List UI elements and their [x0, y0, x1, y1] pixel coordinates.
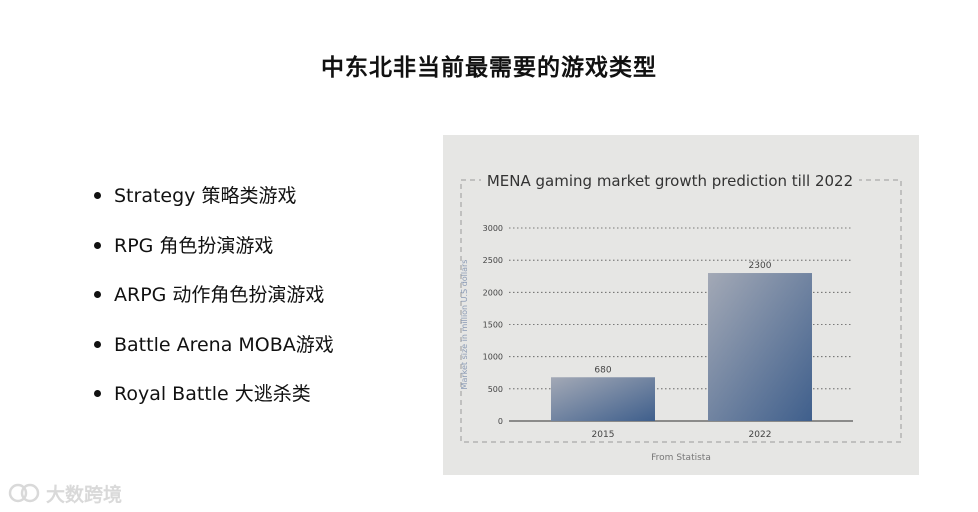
y-tick-label: 1500 [483, 321, 503, 330]
bullet-item: Royal Battle 大逃杀类 [92, 380, 334, 430]
chart-panel: MENA gaming market growth prediction til… [443, 135, 919, 475]
data-label: 2300 [749, 261, 772, 271]
slide-title: 中东北非当前最需要的游戏类型 [321, 55, 657, 81]
data-label: 680 [594, 365, 611, 375]
x-tick-label: 2015 [592, 430, 615, 440]
bullet-item: RPG 角色扮演游戏 [92, 232, 334, 282]
bullet-item: ARPG 动作角色扮演游戏 [92, 281, 334, 331]
y-tick-label: 3000 [483, 224, 503, 233]
chart-frame [460, 179, 902, 443]
y-axis-label: Market size in million U.S dollars [460, 260, 469, 390]
logo-icon [8, 483, 40, 503]
watermark-text: 大数跨境 [46, 483, 123, 506]
bar [551, 377, 655, 421]
chart-source: From Statista [651, 453, 711, 463]
bullet-item: Battle Arena MOBA游戏 [92, 331, 334, 381]
bullet-list: Strategy 策略类游戏 RPG 角色扮演游戏 ARPG 动作角色扮演游戏 … [92, 182, 334, 430]
bullet-item: Strategy 策略类游戏 [92, 182, 334, 232]
y-tick-label: 2500 [483, 256, 503, 265]
chart-title: MENA gaming market growth prediction til… [487, 172, 853, 190]
bar [708, 273, 812, 421]
y-tick-label: 2000 [483, 288, 503, 297]
watermark: 大数跨境 [8, 480, 122, 506]
y-tick-label: 1000 [483, 353, 503, 362]
y-tick-label: 0 [498, 417, 503, 426]
x-tick-label: 2022 [749, 430, 772, 440]
y-tick-label: 500 [488, 385, 503, 394]
chart-title-bg [481, 169, 859, 191]
bar-chart: MENA gaming market growth prediction til… [460, 169, 902, 463]
